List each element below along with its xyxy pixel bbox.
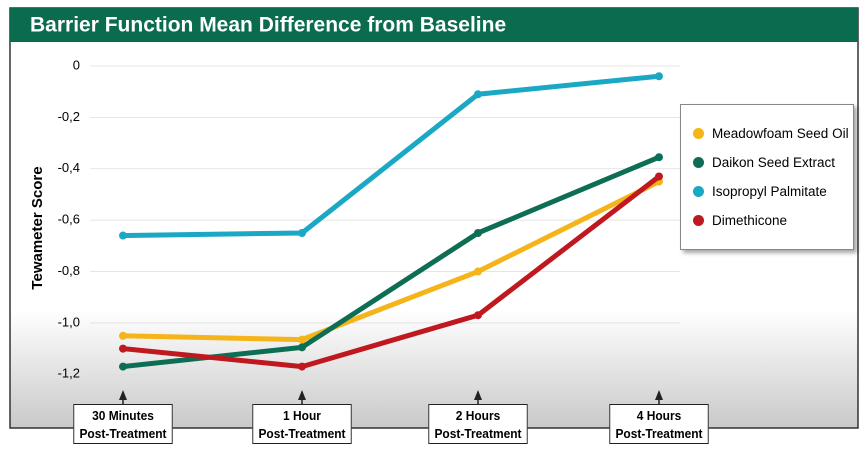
point [655,153,663,162]
chart-title: Barrier Function Mean Difference from Ba… [30,14,506,37]
x-tick-label: 1 Hour Post-Treatment [252,404,352,444]
point [474,311,482,320]
legend-label: Dimethicone [712,213,788,228]
point [655,72,663,81]
legend-item: Daikon Seed Extract [681,148,853,177]
point [298,228,306,237]
series-line [120,173,662,370]
y-axis-label: Tewameter Score [29,166,46,289]
series-line [120,73,662,239]
point [474,228,482,237]
x-tick-arrow [474,390,482,400]
point [298,343,306,352]
point [119,362,127,371]
point [655,172,663,181]
x-tick-arrow [298,390,306,400]
point [119,344,127,353]
legend-label: Isopropyl Palmitate [712,184,827,199]
x-tick-arrow [119,390,127,400]
y-tick-label: -1,2 [58,366,80,381]
legend-label: Daikon Seed Extract [712,155,836,170]
legend-swatch [693,128,704,139]
legend-swatch [693,215,704,226]
y-tick-label: 0 [73,57,80,72]
x-tick-label: 30 Minutes Post-Treatment [73,404,173,444]
y-tick-label: -0,4 [58,160,80,175]
point [298,335,306,344]
legend-item: Isopropyl Palmitate [681,177,853,206]
y-tick-label: -0,2 [58,109,80,124]
point [119,331,127,340]
x-tick-label: 4 Hours Post-Treatment [609,404,709,444]
y-tick-label: -1,0 [58,314,80,329]
legend-label: Meadowfoam Seed Oil [712,126,849,141]
legend-swatch [693,186,704,197]
legend-swatch [693,157,704,168]
x-tick-label: 2 Hours Post-Treatment [428,404,528,444]
series-line [120,179,662,343]
x-tick-arrow [655,390,663,400]
y-tick-label: -0,6 [58,212,80,227]
point [119,231,127,240]
legend-item: Meadowfoam Seed Oil [681,119,853,148]
title-bar [10,8,858,42]
legend: Meadowfoam Seed Oil Daikon Seed Extract Is… [680,104,854,250]
point [474,267,482,276]
point [474,90,482,99]
y-tick-label: -0,8 [58,263,80,278]
legend-item: Dimethicone [681,206,853,235]
point [298,362,306,371]
